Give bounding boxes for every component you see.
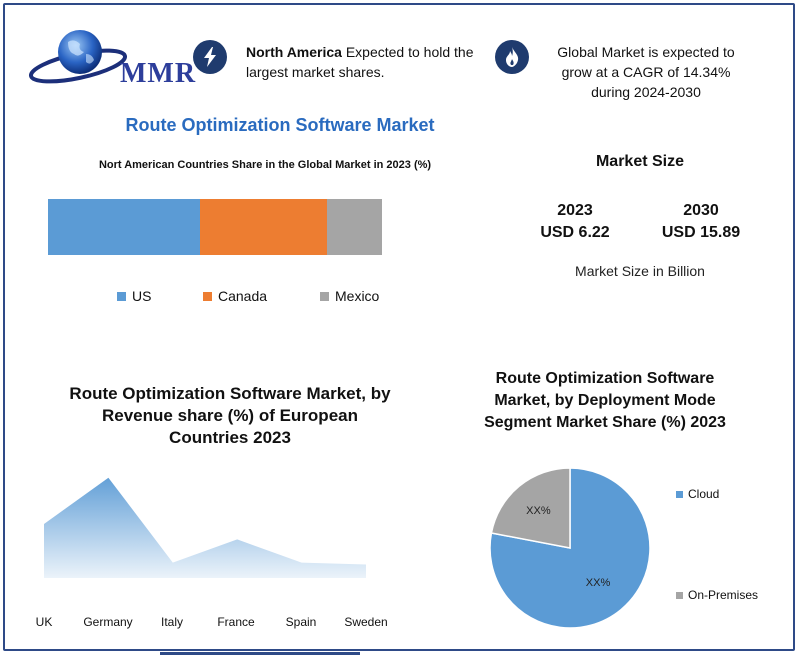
bar-segment-us [48,199,200,255]
page-title: Route Optimization Software Market [125,115,435,135]
legend-label: Mexico [335,288,380,304]
x-tick-label: Sweden [344,615,387,629]
x-tick-label: Germany [83,615,132,629]
note1-bold: North America [246,44,342,60]
x-tick-label: Italy [161,615,183,629]
lightning-icon [193,40,227,74]
pie-legend-item-on-premises: On-Premises [676,588,758,602]
legend-swatch [676,591,683,599]
legend-item-mexico: Mexico [320,288,379,304]
cagr-note: Global Market is expected to grow at a C… [557,44,735,100]
note1-text: Expected to hold the largest market shar… [246,44,474,80]
pie-data-label: XX% [526,505,551,517]
pie-data-label: XX% [586,577,611,589]
value-2030: USD 15.89 [661,224,741,241]
market-size-title: Market Size [595,153,685,170]
area-chart-title: Route Optimization Software Market, by R… [69,384,391,447]
value-2023: USD 6.22 [540,224,610,241]
legend-swatch [203,291,212,301]
infographic-frame [3,3,795,651]
bar-segment-mexico [326,199,382,255]
north-america-note: North America Expected to hold the large… [246,42,486,82]
legend-label: On-Premises [688,588,759,602]
legend-item-us: US [117,288,151,304]
legend-label: US [132,288,152,304]
pie-chart: XX% XX% [489,467,651,629]
pie-chart-title: Route Optimization Software Market, by D… [484,370,726,431]
legend-item-canada: Canada [203,288,267,304]
legend-swatch [320,291,329,301]
market-size-2023: 2023 USD 6.22 [520,200,630,244]
pie-legend-item-cloud: Cloud [676,487,719,501]
bottom-divider [160,652,360,655]
area-chart: UK Germany Italy France Spain Sweden [36,477,388,629]
pie-slice-on-premises [490,467,571,549]
mmr-logo: MMR [28,28,195,89]
flame-icon [495,40,529,74]
legend-swatch [676,490,683,498]
logo-text: MMR [120,58,197,89]
year-2023: 2023 [557,202,593,219]
globe-icon [28,30,128,84]
legend-label: Canada [218,288,268,304]
legend-swatch [117,291,126,301]
x-tick-label: UK [36,615,53,629]
x-tick-label: France [217,615,255,629]
bar-segment-canada [199,199,327,255]
legend-label: Cloud [688,487,720,501]
x-tick-label: Spain [286,615,317,629]
stacked-bar-title: Nort American Countries Share in the Glo… [98,159,432,171]
area-series [44,477,366,578]
market-size-unit: Market Size in Billion [575,263,705,279]
year-2030: 2030 [683,202,719,219]
market-size-2030: 2030 USD 15.89 [646,200,756,244]
stacked-bar-chart [48,199,382,255]
